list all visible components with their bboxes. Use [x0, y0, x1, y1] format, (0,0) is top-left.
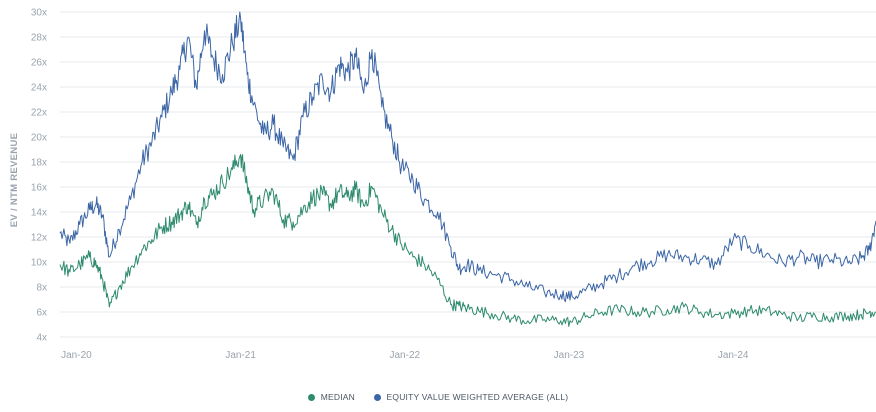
- weighted-average-dot-icon: [373, 393, 381, 401]
- x-tick-label: Jan-20: [61, 350, 92, 361]
- legend-item-median[interactable]: MEDIAN: [307, 392, 355, 402]
- y-tick-label: 20x: [31, 133, 47, 144]
- y-tick-label: 22x: [31, 108, 47, 119]
- y-tick-label: 4x: [36, 333, 47, 344]
- y-tick-label: 12x: [31, 233, 47, 244]
- y-tick-label: 18x: [31, 158, 47, 169]
- y-tick-label: 24x: [31, 83, 47, 94]
- x-tick-label: Jan-24: [718, 350, 749, 361]
- y-axis-label: EV / NTM REVENUE: [9, 133, 20, 228]
- x-axis-ticks: Jan-20 Jan-21 Jan-22 Jan-23 Jan-24: [61, 350, 749, 361]
- x-tick-label: Jan-23: [554, 350, 585, 361]
- y-tick-label: 14x: [31, 208, 47, 219]
- y-tick-label: 8x: [36, 283, 47, 294]
- median-series-line: [59, 154, 876, 327]
- x-tick-label: Jan-21: [225, 350, 256, 361]
- series-lines: [59, 11, 876, 327]
- x-tick-label: Jan-22: [389, 350, 420, 361]
- median-dot-icon: [307, 393, 315, 401]
- legend-label-weighted-average: EQUITY VALUE WEIGHTED AVERAGE (ALL): [386, 392, 569, 402]
- y-tick-label: 16x: [31, 183, 47, 194]
- chart-svg: 30x28x26x24x22x20x18x16x14x12x10x8x6x4x …: [9, 8, 876, 361]
- legend-label-median: MEDIAN: [320, 392, 355, 402]
- legend: MEDIAN EQUITY VALUE WEIGHTED AVERAGE (AL…: [0, 392, 876, 403]
- y-tick-label: 26x: [31, 58, 47, 69]
- y-tick-label: 6x: [36, 308, 47, 319]
- legend-item-weighted-average[interactable]: EQUITY VALUE WEIGHTED AVERAGE (ALL): [373, 392, 569, 402]
- y-axis-ticks: 30x 28x 26x 24x 22x 20x 18x 16x 14x 12x 10x 8x 6x 4x: [31, 8, 47, 344]
- y-tick-label: 10x: [31, 258, 47, 269]
- y-tick-label: 28x: [31, 33, 47, 44]
- weighted-average-series-line: [59, 11, 876, 303]
- y-tick-label: 30x: [31, 8, 47, 19]
- grid-lines: [60, 11, 876, 338]
